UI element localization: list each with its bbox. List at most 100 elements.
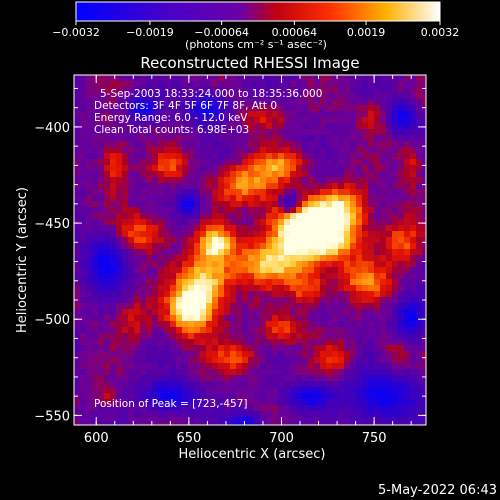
heatmap-cell bbox=[200, 207, 207, 214]
heatmap-cell bbox=[338, 153, 345, 160]
heatmap-cell bbox=[374, 351, 381, 358]
heatmap-cell bbox=[116, 267, 123, 274]
heatmap-cell bbox=[368, 177, 375, 184]
heatmap-cell bbox=[368, 399, 375, 406]
heatmap-cell bbox=[332, 171, 339, 178]
heatmap-cell bbox=[404, 411, 411, 418]
heatmap-cell bbox=[416, 333, 423, 340]
heatmap-cell bbox=[230, 297, 237, 304]
heatmap-cell bbox=[410, 129, 417, 136]
heatmap-cell bbox=[308, 99, 315, 106]
heatmap-cell bbox=[170, 165, 177, 172]
heatmap-cell bbox=[422, 411, 426, 418]
heatmap-cell bbox=[422, 111, 426, 118]
heatmap-cell bbox=[98, 159, 105, 166]
heatmap-cell bbox=[404, 117, 411, 124]
heatmap-cell bbox=[194, 141, 201, 148]
heatmap-cell bbox=[158, 87, 165, 94]
heatmap-cell bbox=[74, 267, 81, 274]
heatmap-cell bbox=[356, 369, 363, 376]
heatmap-cell bbox=[242, 297, 249, 304]
heatmap-cell bbox=[416, 165, 423, 172]
heatmap-cell bbox=[200, 387, 207, 394]
heatmap-cell bbox=[278, 213, 285, 220]
heatmap-cell bbox=[314, 183, 321, 190]
heatmap-cell bbox=[368, 207, 375, 214]
chart-title: Reconstructed RHESSI Image bbox=[140, 54, 359, 72]
heatmap-cell bbox=[308, 189, 315, 196]
heatmap-cell bbox=[200, 99, 207, 106]
heatmap-cell bbox=[404, 321, 411, 328]
heatmap-cell bbox=[110, 321, 117, 328]
heatmap-cell bbox=[296, 141, 303, 148]
heatmap-cell bbox=[164, 291, 171, 298]
heatmap-cell bbox=[356, 213, 363, 220]
heatmap-cell bbox=[110, 147, 117, 154]
heatmap-cell bbox=[128, 387, 135, 394]
heatmap-cell bbox=[386, 303, 393, 310]
heatmap-cell bbox=[176, 321, 183, 328]
heatmap-cell bbox=[368, 93, 375, 100]
heatmap-cell bbox=[236, 81, 243, 88]
heatmap-cell bbox=[104, 159, 111, 166]
heatmap-cell bbox=[164, 225, 171, 232]
heatmap-cell bbox=[194, 393, 201, 400]
heatmap-cell bbox=[326, 171, 333, 178]
heatmap-cell bbox=[122, 183, 129, 190]
heatmap-cell bbox=[344, 177, 351, 184]
heatmap-cell bbox=[194, 357, 201, 364]
heatmap-cell bbox=[386, 81, 393, 88]
heatmap-cell bbox=[302, 339, 309, 346]
heatmap-cell bbox=[326, 93, 333, 100]
heatmap-cell bbox=[266, 123, 273, 130]
heatmap-cell bbox=[224, 399, 231, 406]
heatmap-cell bbox=[200, 255, 207, 262]
heatmap-cell bbox=[140, 123, 147, 130]
heatmap-cell bbox=[74, 381, 81, 388]
heatmap-cell bbox=[188, 423, 195, 425]
heatmap-cell bbox=[128, 231, 135, 238]
heatmap-cell bbox=[290, 153, 297, 160]
heatmap-cell bbox=[212, 213, 219, 220]
heatmap-cell bbox=[218, 369, 225, 376]
heatmap-cell bbox=[176, 183, 183, 190]
heatmap-cell bbox=[164, 195, 171, 202]
heatmap-cell bbox=[278, 261, 285, 268]
heatmap-cell bbox=[404, 237, 411, 244]
heatmap-cell bbox=[302, 357, 309, 364]
heatmap-cell bbox=[212, 147, 219, 154]
heatmap-cell bbox=[338, 285, 345, 292]
heatmap-cell bbox=[368, 195, 375, 202]
heatmap-cell bbox=[284, 327, 291, 334]
heatmap-cell bbox=[344, 333, 351, 340]
heatmap-cell bbox=[122, 411, 129, 418]
heatmap-cell bbox=[194, 81, 201, 88]
heatmap-cell bbox=[122, 339, 129, 346]
heatmap-cell bbox=[332, 183, 339, 190]
heatmap-cell bbox=[284, 315, 291, 322]
heatmap-cell bbox=[86, 207, 93, 214]
heatmap-cell bbox=[176, 333, 183, 340]
heatmap-cell bbox=[146, 117, 153, 124]
heatmap-cell bbox=[344, 417, 351, 424]
heatmap-cell bbox=[218, 333, 225, 340]
heatmap-cell bbox=[194, 261, 201, 268]
heatmap-cell bbox=[188, 369, 195, 376]
heatmap-cell bbox=[338, 141, 345, 148]
heatmap-cell bbox=[182, 135, 189, 142]
heatmap-cell bbox=[224, 153, 231, 160]
heatmap-cell bbox=[74, 417, 81, 424]
heatmap-cell bbox=[128, 87, 135, 94]
heatmap-cell bbox=[218, 363, 225, 370]
heatmap-cell bbox=[158, 93, 165, 100]
heatmap-cell bbox=[278, 135, 285, 142]
heatmap-cell bbox=[338, 99, 345, 106]
heatmap-cell bbox=[422, 375, 426, 382]
heatmap-cell bbox=[128, 291, 135, 298]
heatmap-cell bbox=[146, 345, 153, 352]
heatmap-cell bbox=[326, 141, 333, 148]
heatmap-cell bbox=[176, 279, 183, 286]
heatmap-cell bbox=[212, 105, 219, 112]
heatmap-cell bbox=[170, 117, 177, 124]
heatmap-cell bbox=[212, 261, 219, 268]
